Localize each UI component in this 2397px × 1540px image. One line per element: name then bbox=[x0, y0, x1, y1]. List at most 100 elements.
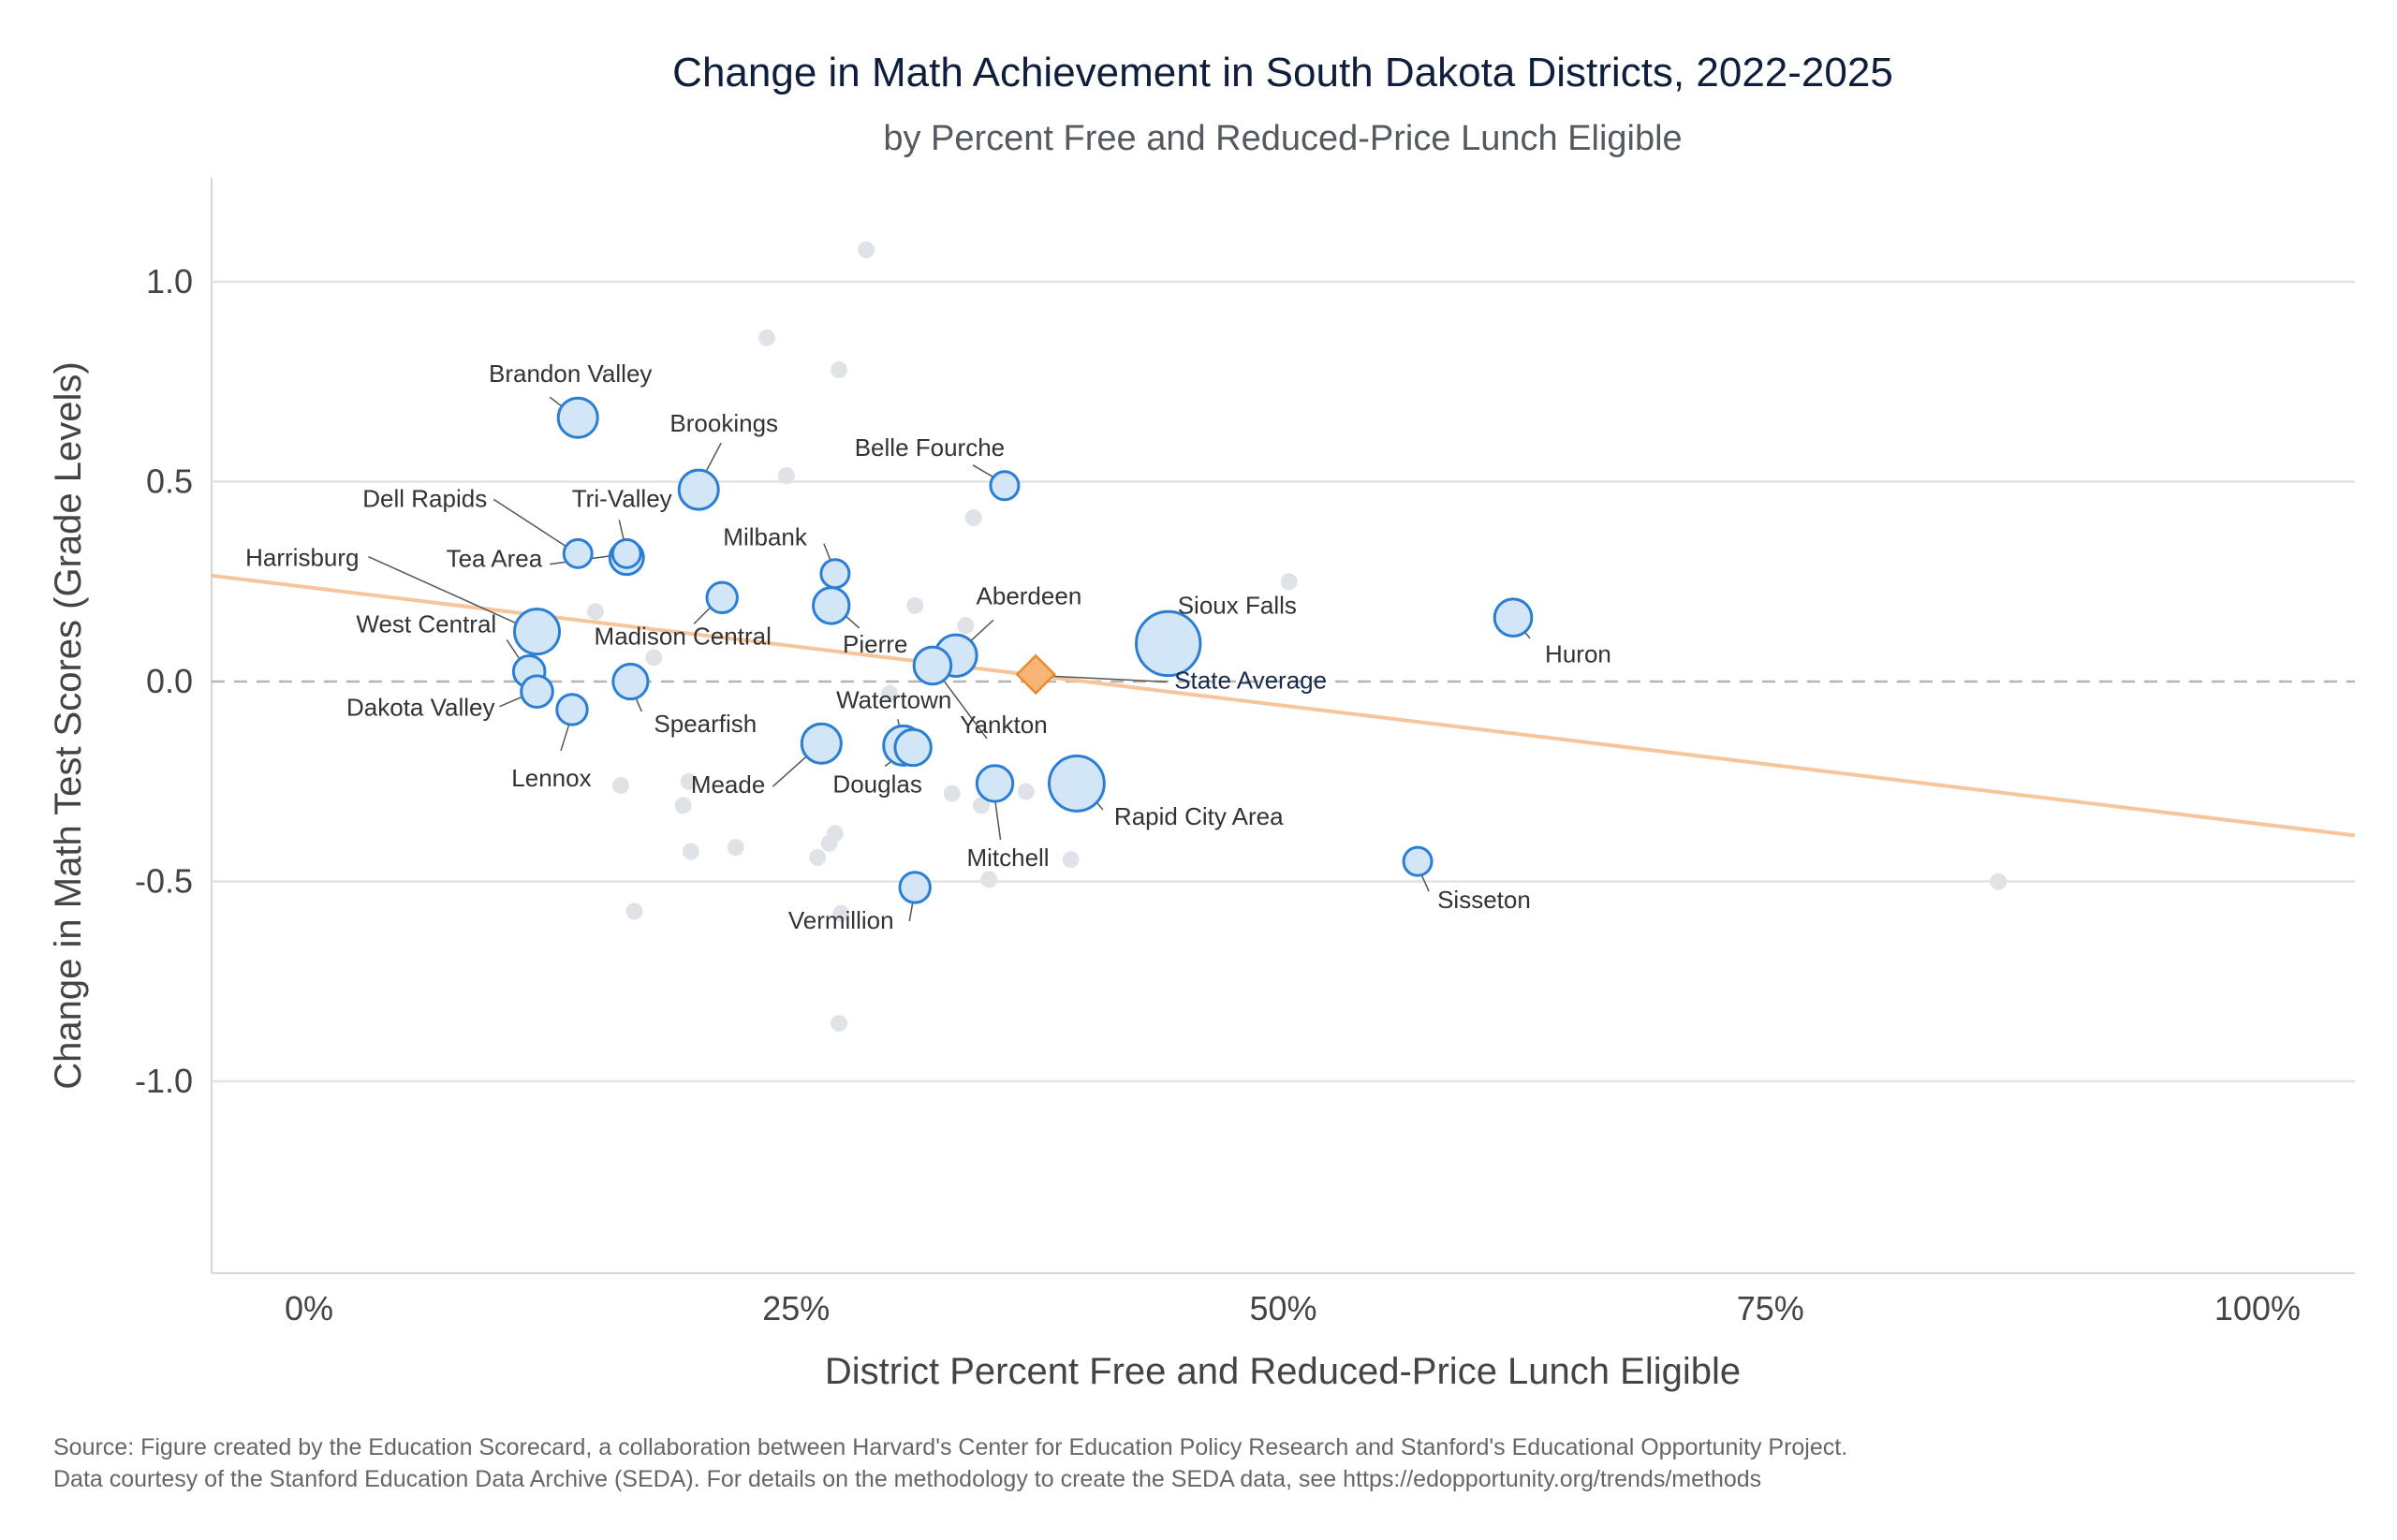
district-point-lennox bbox=[555, 693, 589, 726]
district-point-tri-valley bbox=[610, 537, 642, 569]
label-sisseton: Sisseton bbox=[1437, 886, 1531, 914]
leader-line-aberdeen bbox=[968, 619, 994, 643]
district-point-other bbox=[1280, 573, 1298, 591]
label-huron: Huron bbox=[1545, 640, 1611, 668]
leader-line-harrisburg bbox=[368, 555, 519, 625]
district-point-other bbox=[1062, 851, 1080, 869]
label-watertown: Watertown bbox=[836, 685, 951, 713]
label-belle-fourche: Belle Fourche bbox=[855, 433, 1005, 462]
label-meade: Meade bbox=[691, 770, 766, 799]
district-point-meade bbox=[800, 722, 843, 765]
leader-line-vermillion bbox=[908, 900, 914, 922]
label-west-central: West Central bbox=[356, 609, 496, 638]
label-brandon-valley: Brandon Valley bbox=[489, 359, 652, 388]
label-dakota-valley: Dakota Valley bbox=[346, 694, 495, 722]
district-point-sioux-falls bbox=[1135, 609, 1202, 678]
leader-line-belle-fourche bbox=[972, 464, 996, 479]
label-spearfish: Spearfish bbox=[654, 710, 757, 738]
trend-line-group bbox=[211, 573, 2356, 838]
district-point-yankton bbox=[912, 645, 953, 686]
label-pierre: Pierre bbox=[843, 630, 907, 658]
district-point-huron bbox=[1493, 597, 1534, 638]
label-harrisburg: Harrisburg bbox=[245, 544, 359, 572]
district-point-other bbox=[980, 871, 998, 888]
district-point-other bbox=[625, 902, 643, 920]
district-point-other bbox=[858, 241, 875, 258]
y-axis-label: Change in Math Test Scores (Grade Levels… bbox=[48, 361, 89, 1089]
district-labels: Sioux Falls Rapid City Area Harrisburg Aber… bbox=[245, 359, 1611, 934]
district-point-other bbox=[1017, 783, 1035, 800]
leader-line-lennox bbox=[560, 720, 571, 752]
district-point-other bbox=[758, 329, 776, 346]
label-douglas: Douglas bbox=[832, 770, 921, 798]
y-tick-label: 0.5 bbox=[146, 462, 193, 501]
district-point-vermillion bbox=[898, 871, 932, 904]
state-average-marker bbox=[1015, 653, 1056, 696]
district-point-other bbox=[682, 843, 699, 860]
district-point-brandon-valley bbox=[556, 396, 599, 439]
y-tick-label: -1.0 bbox=[135, 1062, 193, 1100]
district-point-other bbox=[964, 508, 982, 526]
district-point-other bbox=[809, 848, 827, 866]
other-districts bbox=[586, 241, 2007, 1033]
district-point-other bbox=[832, 904, 850, 922]
state-average-group: State Average bbox=[1015, 653, 1327, 696]
district-point-milbank bbox=[819, 558, 851, 590]
district-point-other bbox=[957, 617, 975, 635]
state-average-label: State Average bbox=[1174, 666, 1327, 694]
x-tick-label: 25% bbox=[762, 1289, 830, 1327]
leader-line-mitchell bbox=[993, 798, 1002, 841]
district-point-mitchell bbox=[975, 764, 1015, 803]
district-point-other bbox=[826, 825, 844, 843]
x-tick-label: 50% bbox=[1249, 1289, 1316, 1327]
label-leaders bbox=[368, 396, 1531, 922]
district-point-other bbox=[645, 649, 663, 667]
district-point-other bbox=[674, 797, 692, 814]
leader-line-sisseton bbox=[1420, 873, 1430, 892]
label-tri-valley: Tri-Valley bbox=[572, 484, 672, 512]
district-point-other bbox=[727, 839, 744, 857]
district-point-other bbox=[586, 603, 604, 621]
district-point-other bbox=[831, 360, 848, 378]
label-mitchell: Mitchell bbox=[966, 843, 1049, 872]
district-point-spearfish bbox=[611, 662, 650, 701]
x-tick-label: 100% bbox=[2214, 1289, 2301, 1327]
district-point-madison-central bbox=[705, 580, 739, 615]
highlighted-districts bbox=[511, 396, 1534, 904]
x-axis-label: District Percent Free and Reduced-Price … bbox=[825, 1351, 1741, 1392]
chart-title: Change in Math Achievement in South Dako… bbox=[672, 50, 1893, 95]
label-sioux-falls: Sioux Falls bbox=[1178, 591, 1297, 619]
district-point-other bbox=[943, 785, 961, 802]
label-vermillion: Vermillion bbox=[788, 906, 894, 934]
leader-line-state-average bbox=[1052, 675, 1168, 683]
leader-line-dell-rapids bbox=[493, 498, 569, 550]
label-milbank: Milbank bbox=[723, 523, 808, 551]
x-tick-label: 75% bbox=[1737, 1289, 1804, 1327]
trend-line bbox=[211, 573, 2356, 838]
source-note-line2: Data courtesy of the Stanford Education … bbox=[53, 1466, 1761, 1492]
district-point-belle-fourche bbox=[989, 470, 1021, 502]
district-point-harrisburg bbox=[513, 608, 562, 656]
leader-line-madison-central bbox=[693, 606, 712, 624]
label-madison-central: Madison Central bbox=[595, 622, 772, 650]
label-brookings: Brookings bbox=[669, 409, 778, 437]
district-point-other bbox=[1990, 873, 2007, 890]
y-tick-label: 1.0 bbox=[146, 262, 193, 301]
district-point-other bbox=[831, 1015, 848, 1033]
district-point-other bbox=[611, 777, 629, 795]
x-tick-labels: 0% 25% 50% 75% 100% bbox=[285, 1289, 2301, 1327]
y-tick-label: 0.0 bbox=[146, 662, 193, 700]
district-point-other bbox=[777, 467, 795, 485]
source-note-line1: Source: Figure created by the Education … bbox=[53, 1434, 1847, 1460]
district-point-rapid-city-area bbox=[1048, 755, 1106, 813]
y-tick-label: -0.5 bbox=[135, 862, 193, 901]
leader-line-brookings bbox=[703, 442, 722, 476]
label-aberdeen: Aberdeen bbox=[977, 581, 1082, 609]
district-point-other bbox=[881, 684, 899, 702]
label-yankton: Yankton bbox=[960, 711, 1047, 739]
label-tea-area: Tea Area bbox=[447, 545, 543, 573]
district-point-douglas bbox=[893, 727, 933, 768]
district-point-brookings bbox=[677, 468, 720, 511]
label-dell-rapids: Dell Rapids bbox=[362, 484, 487, 512]
